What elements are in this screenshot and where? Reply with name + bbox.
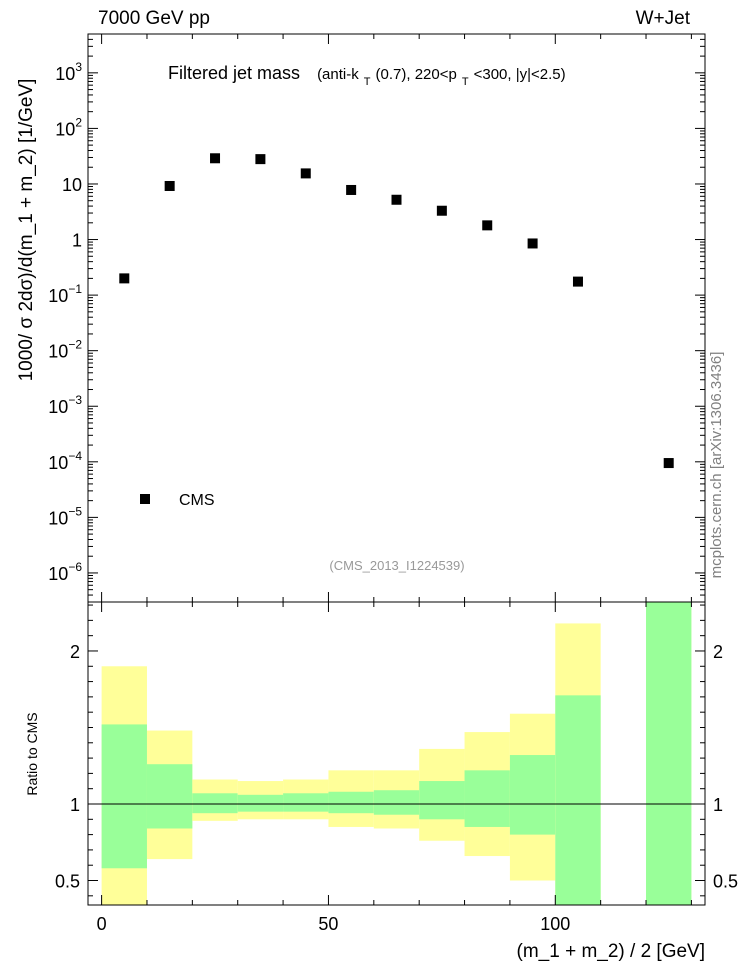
data-point (527, 238, 538, 249)
legend-marker (140, 494, 150, 504)
title-p-sub: T (462, 76, 469, 88)
data-point (482, 220, 493, 231)
y-tick-label: 10−4 (48, 449, 82, 473)
data-point (663, 458, 674, 469)
legend-label: CMS (179, 492, 215, 509)
ratio-stat-band (509, 755, 556, 835)
analysis-watermark: (CMS_2013_I1224539) (329, 558, 464, 573)
data-point (255, 154, 266, 165)
y-tick-label: 10−2 (48, 338, 82, 362)
y-tick-label: 10 (62, 175, 82, 195)
y-tick-label: 10−6 (48, 560, 82, 584)
ratio-bands (101, 602, 692, 905)
main-frame (87, 33, 706, 603)
data-point (210, 153, 221, 164)
ratio-y-tick-label-left: 1 (70, 795, 80, 815)
y-tick-label: 10−1 (48, 282, 82, 306)
main-data-points (119, 153, 674, 469)
ratio-y-tick-label-right: 1 (713, 795, 723, 815)
x-tick-label: 100 (540, 914, 570, 934)
y-tick-label: 102 (55, 115, 82, 139)
y-tick-label: 10−5 (48, 504, 82, 528)
title-k-sub: T (364, 76, 371, 88)
data-point (572, 276, 583, 287)
ratio-y-label: Ratio to CMS (24, 712, 40, 795)
ratio-stat-band (419, 781, 465, 820)
chart-title: Filtered jet mass (anti-k T (0.7), 220<p… (168, 63, 566, 89)
ratio-stat-band (192, 793, 238, 814)
ratio-panel: 0.5 0.5 1 1 2 2 0 50 100 Ratio to CMS (m_1 + m_2… (24, 601, 738, 962)
ratio-stat-band (101, 724, 147, 869)
data-point (119, 273, 130, 284)
title-mid: (0.7), 220<p (376, 66, 457, 83)
y-tick-label: 10−3 (48, 393, 82, 417)
x-tick-label: 0 (97, 914, 107, 934)
energy-label: 7000 GeV pp (98, 8, 210, 29)
x-tick-label: 50 (318, 914, 338, 934)
ratio-stat-band (283, 793, 329, 812)
y-tick-label: 1 (72, 231, 82, 251)
ratio-stat-band (555, 695, 601, 905)
process-label: W+Jet (636, 8, 691, 29)
data-point (391, 194, 402, 205)
ratio-frame (87, 601, 706, 906)
ratio-stat-band (146, 764, 193, 829)
ratio-y-tick-label-left: 2 (70, 642, 80, 662)
title-main: Filtered jet mass (168, 63, 300, 83)
y-axis-label: 1000/ σ 2dσ)/d(m_1 + m_2) [1/GeV] (16, 79, 37, 382)
x-axis-label: (m_1 + m_2) / 2 [GeV] (517, 941, 706, 962)
ratio-stat-band (464, 770, 510, 827)
title-open: (anti-k (317, 66, 359, 83)
ratio-y-tick-label-left: 0.5 (55, 872, 80, 892)
data-point (436, 205, 447, 216)
data-point (164, 180, 175, 191)
data-point (300, 168, 311, 179)
ratio-axes: 0.5 0.5 1 1 2 2 0 50 100 (55, 602, 738, 934)
title-close: <300, |y|<2.5) (474, 66, 566, 83)
ratio-stat-band (237, 794, 284, 812)
ratio-stat-band (373, 790, 420, 815)
ratio-y-tick-label-right: 0.5 (713, 872, 738, 892)
side-source-label: mcplots.cern.ch [arXiv:1306.3436] (708, 352, 725, 579)
ratio-y-tick-label-right: 2 (713, 642, 723, 662)
ratio-stat-band (328, 791, 374, 814)
ratio-stat-band (646, 602, 692, 905)
data-point (346, 184, 357, 195)
y-tick-label: 103 (55, 60, 82, 84)
